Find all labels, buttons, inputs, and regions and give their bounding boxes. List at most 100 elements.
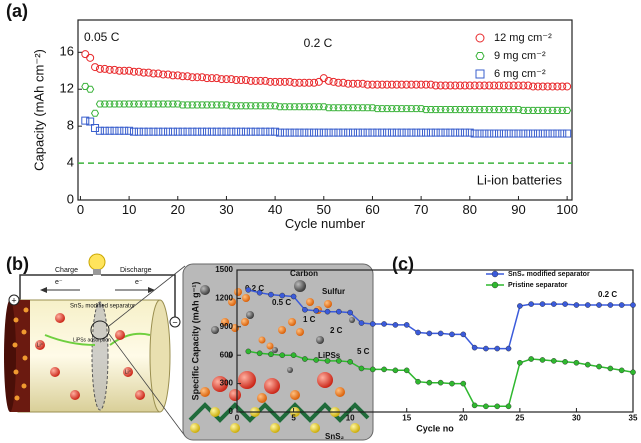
point <box>558 106 567 114</box>
point <box>373 105 382 113</box>
point <box>232 102 241 110</box>
point <box>363 104 372 112</box>
point <box>115 126 124 135</box>
point <box>271 127 280 136</box>
point <box>188 127 197 136</box>
point <box>421 106 431 114</box>
point <box>426 106 435 114</box>
point <box>553 129 562 138</box>
point <box>363 80 372 89</box>
point <box>528 301 534 307</box>
point <box>538 82 547 91</box>
point <box>290 352 297 359</box>
point <box>480 81 489 90</box>
x-axis-label: Cycle no <box>416 423 454 433</box>
point <box>456 81 465 90</box>
point <box>207 101 216 109</box>
point <box>553 82 562 91</box>
point <box>441 128 450 137</box>
point <box>607 302 614 308</box>
point <box>275 128 284 137</box>
point <box>431 128 440 137</box>
point <box>475 33 485 43</box>
point <box>392 105 401 113</box>
point <box>168 127 177 136</box>
point <box>533 129 542 138</box>
y-tick-label: 1500 <box>215 265 233 274</box>
point <box>188 101 197 109</box>
point <box>232 76 241 84</box>
y-axis-label: Specific Capacity (mAh g⁻¹) <box>190 282 200 401</box>
point <box>494 106 504 114</box>
label: Li⁺ <box>125 369 132 375</box>
point <box>524 106 533 114</box>
point <box>403 322 410 328</box>
point <box>313 307 320 314</box>
point <box>329 77 338 86</box>
point <box>517 359 523 366</box>
label: + <box>11 295 16 305</box>
point <box>173 100 182 108</box>
point <box>251 76 260 85</box>
panel-label: (a) <box>6 1 28 21</box>
point <box>426 330 433 337</box>
x-tick-label: 90 <box>511 202 525 217</box>
point <box>279 352 286 359</box>
point <box>387 80 396 89</box>
point <box>268 291 274 298</box>
point <box>381 321 387 327</box>
point <box>539 301 546 307</box>
point <box>290 293 297 300</box>
label: SnS₂ modified separator <box>70 304 135 310</box>
point <box>222 75 231 84</box>
point <box>207 74 216 83</box>
point <box>353 128 362 137</box>
point <box>334 128 343 137</box>
point <box>164 127 173 136</box>
point <box>261 102 270 110</box>
point <box>319 74 328 83</box>
x-tick-label: 20 <box>171 202 185 217</box>
x-tick-label: 0 <box>235 414 240 423</box>
point <box>491 281 499 289</box>
point <box>514 129 523 138</box>
point <box>334 78 343 87</box>
point <box>519 106 528 114</box>
point <box>237 76 246 84</box>
point <box>397 80 406 89</box>
point <box>336 308 342 315</box>
point <box>596 302 602 308</box>
point <box>490 129 499 138</box>
point <box>348 79 357 88</box>
point <box>465 106 474 114</box>
point <box>129 127 138 136</box>
point <box>154 127 163 136</box>
point <box>584 361 591 368</box>
point <box>415 378 421 385</box>
point <box>198 101 207 109</box>
point <box>134 100 143 108</box>
point <box>344 104 353 112</box>
point <box>159 127 168 136</box>
point <box>475 52 485 60</box>
label: e⁻ <box>135 279 143 286</box>
point <box>266 77 275 86</box>
point <box>241 102 250 110</box>
point <box>275 103 285 111</box>
point <box>446 106 455 114</box>
legend-label: 6 mg cm⁻² <box>494 68 546 80</box>
point <box>110 126 119 135</box>
point <box>324 308 331 315</box>
zoom-illustration <box>182 263 374 441</box>
y-tick-label: 300 <box>220 379 234 388</box>
point <box>115 66 124 75</box>
point <box>266 102 275 110</box>
x-tick-label: 35 <box>629 414 638 423</box>
point <box>499 106 508 114</box>
x-tick-label: 20 <box>459 414 468 423</box>
point <box>154 69 163 78</box>
point <box>339 128 348 137</box>
legend-label: 12 mg cm⁻² <box>494 32 552 44</box>
x-tick-label: 25 <box>515 414 524 423</box>
point <box>358 320 365 326</box>
